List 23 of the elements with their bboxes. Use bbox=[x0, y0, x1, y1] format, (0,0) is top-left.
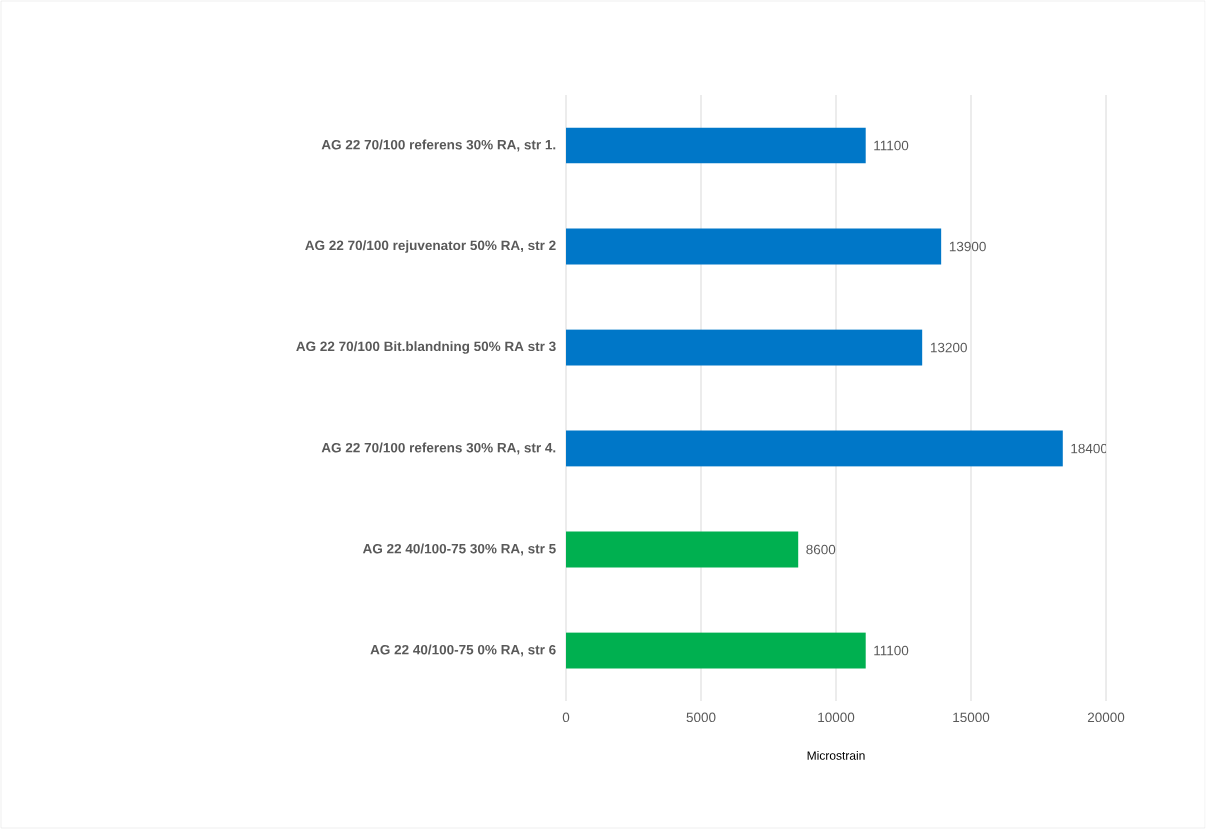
y-tick-label: AG 22 70/100 referens 30% RA, str 1. bbox=[321, 139, 556, 152]
y-tick-label: AG 22 40/100-75 30% RA, str 5 bbox=[362, 543, 556, 556]
data-label: 8600 bbox=[806, 544, 836, 555]
x-tick-label: 10000 bbox=[818, 712, 855, 723]
bar bbox=[566, 127, 866, 164]
data-label: 13900 bbox=[949, 241, 986, 252]
y-tick-label: AG 22 70/100 Bit.blandning 50% RA str 3 bbox=[296, 341, 556, 354]
data-label: 11100 bbox=[874, 645, 909, 656]
x-axis-title: Microstrain bbox=[807, 750, 865, 760]
bar bbox=[566, 531, 799, 568]
bar bbox=[566, 329, 923, 366]
x-tick-label: 20000 bbox=[1087, 712, 1125, 723]
y-tick-label: AG 22 70/100 referens 30% RA, str 4. bbox=[321, 442, 556, 455]
x-tick-label: 0 bbox=[562, 712, 570, 723]
data-label: 11100 bbox=[874, 140, 909, 151]
x-tick-label: 5000 bbox=[686, 712, 716, 723]
data-label: 13200 bbox=[930, 342, 967, 353]
bar bbox=[566, 632, 866, 669]
x-tick-label: 15000 bbox=[953, 712, 990, 723]
bar bbox=[566, 430, 1063, 467]
bar bbox=[566, 228, 942, 265]
y-tick-label: AG 22 70/100 rejuvenator 50% RA, str 2 bbox=[305, 240, 556, 253]
y-tick-label: AG 22 40/100-75 0% RA, str 6 bbox=[370, 644, 556, 657]
